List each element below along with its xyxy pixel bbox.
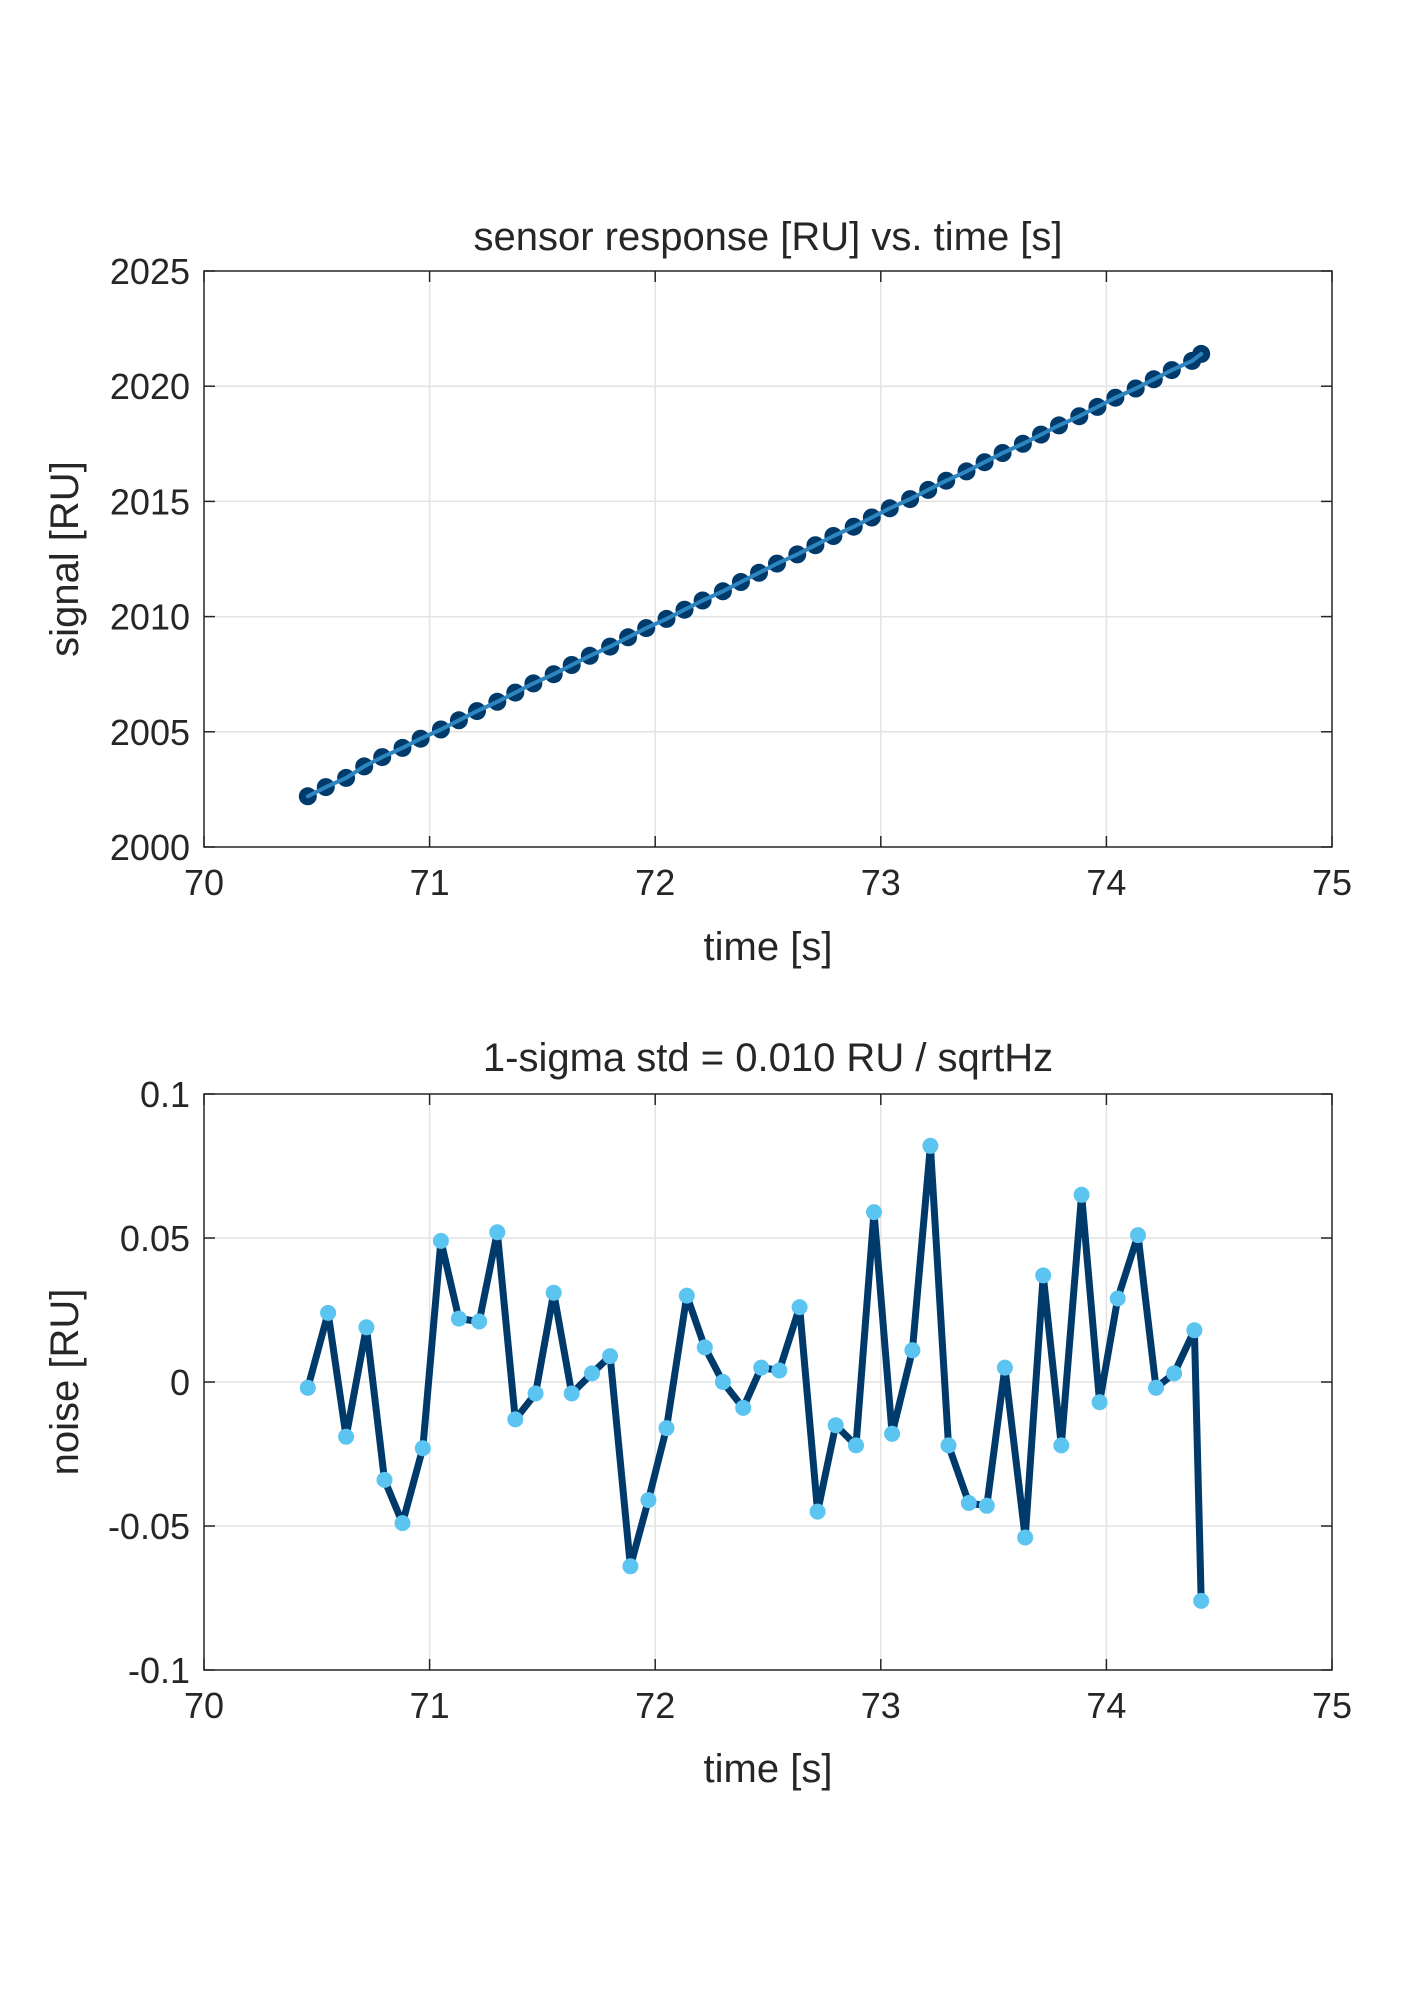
signal-series-line: [305, 351, 1204, 799]
signal-chart-title: sensor response [RU] vs. time [s]: [473, 215, 1062, 259]
noise-y-tick-label: -0.05: [108, 1506, 190, 1547]
noise-data-point: [507, 1411, 524, 1428]
noise-data-point: [1109, 1290, 1126, 1307]
noise-tick-marks: [203, 1093, 1333, 1671]
signal-plot-frame: [203, 270, 1333, 848]
noise-data-point: [791, 1299, 808, 1316]
noise-data-point: [771, 1362, 788, 1379]
signal-y-tick-label: 2025: [110, 251, 190, 292]
noise-data-point: [432, 1232, 449, 1249]
noise-y-axis-label: noise [RU]: [43, 1289, 87, 1476]
noise-data-point: [753, 1359, 770, 1376]
noise-data-point: [584, 1365, 600, 1382]
noise-data-point: [922, 1137, 939, 1154]
signal-y-tick-label: 2015: [110, 481, 190, 522]
noise-data-point: [1186, 1322, 1203, 1339]
noise-data-point: [640, 1492, 657, 1509]
noise-x-tick-label: 72: [635, 1685, 675, 1726]
noise-data-point: [1130, 1227, 1146, 1244]
noise-data-point: [320, 1304, 337, 1321]
noise-data-point: [658, 1420, 675, 1437]
noise-data-point: [527, 1385, 544, 1402]
noise-chart: 70 71 72 73 74 75 -0.1 -0.05 0 0.05 0.1 1-sigma s…: [43, 1036, 1352, 1791]
noise-data-point: [848, 1437, 864, 1454]
noise-data-point: [299, 1379, 316, 1396]
signal-x-tick-label: 71: [410, 862, 450, 903]
noise-y-tick-label: -0.1: [128, 1650, 190, 1691]
noise-data-point: [489, 1224, 506, 1241]
noise-data-point: [394, 1515, 411, 1532]
noise-data-point: [450, 1310, 467, 1327]
signal-y-tick-label: 2000: [110, 827, 190, 868]
noise-data-point: [1091, 1394, 1108, 1411]
noise-data-point: [714, 1374, 731, 1390]
noise-data-point: [827, 1417, 844, 1434]
noise-data-point: [866, 1204, 882, 1221]
noise-data-point: [358, 1319, 375, 1336]
signal-y-tick-label: 2005: [110, 712, 190, 753]
noise-data-point: [1073, 1186, 1090, 1203]
signal-y-tick-label: 2010: [110, 597, 190, 638]
noise-x-tick-label: 74: [1086, 1685, 1126, 1726]
noise-data-point: [696, 1339, 713, 1356]
noise-data-point: [940, 1437, 957, 1454]
noise-data-point: [622, 1558, 639, 1575]
signal-x-tick-label: 70: [184, 862, 224, 903]
noise-y-tick-label: 0.1: [140, 1074, 190, 1115]
signal-y-axis-label: signal [RU]: [43, 461, 87, 657]
signal-x-tick-label: 72: [635, 862, 675, 903]
noise-x-axis-label: time [s]: [704, 1747, 833, 1791]
noise-y-tick-label: 0: [170, 1362, 190, 1403]
signal-chart: 70 71 72 73 74 75 2000 2005 2010 2015 2020 2025 se…: [43, 215, 1352, 969]
signal-x-tick-label: 74: [1086, 862, 1126, 903]
signal-x-tick-label: 75: [1312, 862, 1352, 903]
signal-x-tick-labels: 70 71 72 73 74 75: [184, 862, 1352, 903]
noise-data-point: [1017, 1529, 1034, 1546]
noise-data-point: [996, 1359, 1013, 1376]
noise-x-tick-label: 71: [410, 1685, 450, 1726]
noise-points: [299, 1137, 1210, 1609]
noise-x-tick-label: 70: [184, 1685, 224, 1726]
noise-series: [304, 1142, 1205, 1605]
noise-series-line: [304, 1142, 1205, 1605]
noise-data-point: [338, 1428, 355, 1445]
signal-grid: [204, 271, 1332, 847]
noise-data-point: [735, 1399, 752, 1416]
noise-data-point: [1166, 1365, 1183, 1382]
noise-data-point: [978, 1497, 995, 1514]
noise-data-point: [545, 1284, 562, 1301]
noise-data-point: [471, 1313, 488, 1330]
signal-series: [305, 351, 1204, 799]
signal-x-tick-label: 73: [861, 862, 901, 903]
noise-data-point: [960, 1495, 977, 1511]
noise-data-point: [563, 1385, 580, 1402]
signal-x-axis-label: time [s]: [704, 925, 833, 969]
noise-y-tick-label: 0.05: [120, 1218, 190, 1259]
signal-y-tick-labels: 2000 2005 2010 2015 2020 2025: [110, 251, 190, 868]
noise-data-point: [1053, 1437, 1070, 1454]
signal-tick-marks: [203, 270, 1333, 848]
noise-data-point: [904, 1342, 921, 1359]
noise-x-tick-label: 73: [861, 1685, 901, 1726]
noise-data-point: [809, 1503, 826, 1520]
noise-data-point: [678, 1287, 695, 1304]
noise-data-point: [602, 1348, 619, 1365]
noise-data-point: [884, 1425, 901, 1442]
noise-chart-title: 1-sigma std = 0.010 RU / sqrtHz: [483, 1036, 1053, 1080]
noise-data-point: [1193, 1592, 1210, 1609]
signal-y-tick-label: 2020: [110, 366, 190, 407]
noise-data-point: [376, 1471, 393, 1488]
noise-data-point: [1035, 1267, 1052, 1284]
noise-x-tick-label: 75: [1312, 1685, 1352, 1726]
noise-data-point: [1148, 1379, 1164, 1396]
noise-y-tick-labels: -0.1 -0.05 0 0.05 0.1: [108, 1074, 190, 1691]
noise-data-point: [414, 1440, 431, 1457]
noise-x-tick-labels: 70 71 72 73 74 75: [184, 1685, 1352, 1726]
